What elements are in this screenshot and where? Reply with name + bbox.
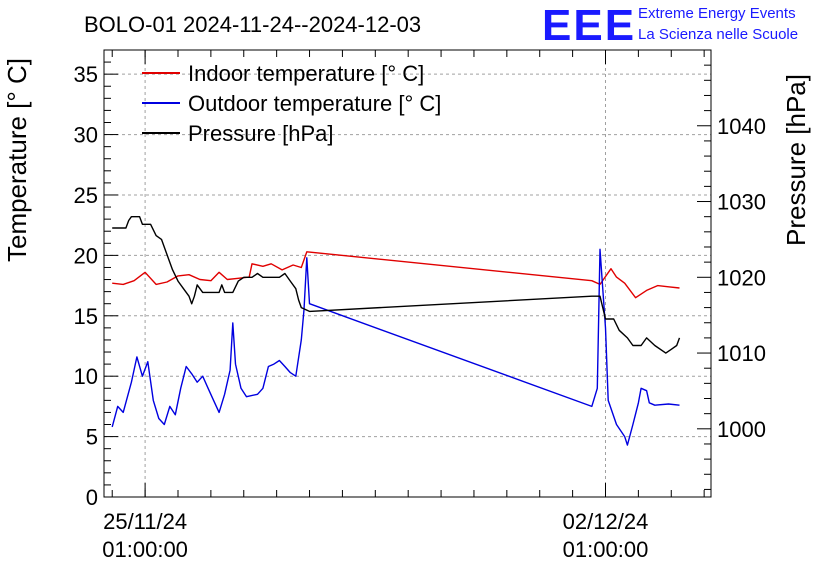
plot-frame [103,49,712,498]
logo-mark: EEE [542,1,636,50]
series-line-1 [112,251,680,299]
y2-axis-title: Pressure [hPa] [781,74,811,246]
y-tick-label: 15 [74,304,98,329]
series-line-2 [111,248,680,446]
y-tick-label: 25 [74,183,98,208]
grid [104,50,711,497]
x-tick-label: 01:00:00 [102,537,188,562]
y2-tick-label: 1010 [717,341,766,366]
y2-tick-label: 1040 [717,114,766,139]
y2-tick-label: 1020 [717,265,766,290]
logo-line2: La Scienza nelle Scuole [638,26,798,43]
x-tick-label: 25/11/24 [103,509,187,534]
legend-label-2: Outdoor temperature [° C] [188,91,441,116]
y-tick-label: 5 [86,425,98,450]
eee-logo: EEE Extreme Energy Events La Scienza nel… [542,1,798,50]
y-tick-label: 10 [74,364,98,389]
y-tick-label: 30 [74,123,98,148]
x-tick-label: 02/12/24 [563,509,649,534]
plot-area [111,216,681,446]
x-tick-label: 01:00:00 [563,537,649,562]
logo-line1: Extreme Energy Events [638,5,796,22]
y-tick-label: 20 [74,243,98,268]
y-tick-label: 0 [86,485,98,510]
legend-label-1: Indoor temperature [° C] [188,61,424,86]
y2-tick-label: 1030 [717,190,766,215]
axes: 0 5 10 15 20 25 30 35 1000 1010 1020 1030 1040 25/11/… [74,49,766,562]
chart-title: BOLO-01 2024-11-24--2024-12-03 [84,12,421,37]
y2-tick-label: 1000 [717,417,766,442]
series-line-3 [112,216,681,354]
y-axis-title: Temperature [° C] [2,58,32,262]
y-tick-label: 35 [74,62,98,87]
legend-label-3: Pressure [hPa] [188,121,334,146]
legend: Indoor temperature [° C] Outdoor temperat… [142,61,441,146]
